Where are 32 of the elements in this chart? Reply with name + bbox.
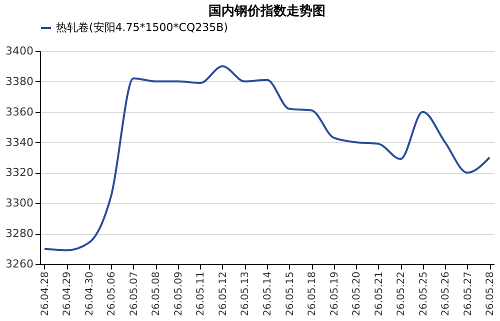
x-tick-label: 26.05.15: [284, 272, 296, 316]
x-tick-label: 26.05.19: [329, 272, 340, 316]
x-tick-label: 26.04.28: [40, 272, 51, 316]
y-tick-label: 3360: [6, 105, 34, 118]
y-tick-label: 3380: [6, 74, 34, 88]
x-tick-label: 26.05.18: [307, 272, 318, 316]
x-tick-label: 26.05.08: [151, 272, 162, 316]
x-tick-label: 26.04.30: [84, 272, 96, 316]
x-tick-label: 26.05.26: [440, 272, 452, 316]
x-tick-label: 26.05.20: [352, 272, 363, 316]
x-tick-label: 26.05.14: [262, 272, 274, 316]
x-tick-label: 26.05.09: [173, 272, 184, 316]
x-tick-label: 26.05.07: [128, 272, 140, 316]
y-tick-label: 3300: [6, 196, 34, 210]
x-tick-label: 26.05.28: [485, 272, 496, 316]
x-tick-label: 26.05.13: [240, 272, 252, 316]
legend-label: 热轧卷(安阳4.75*1500*CQ235B): [56, 21, 228, 34]
chart-title: 国内钢价指数走势图: [208, 3, 326, 19]
x-tick-label: 26.05.22: [396, 272, 408, 316]
line-series: [43, 65, 491, 252]
y-tick-label: 3340: [6, 136, 34, 149]
x-tick-label: 26.04.29: [62, 272, 74, 316]
x-tick-label: 26.05.11: [196, 272, 207, 316]
y-tick-label: 3280: [6, 227, 34, 240]
y-tick-label: 3400: [6, 44, 34, 58]
x-tick-label: 26.05.06: [106, 272, 118, 316]
x-tick-label: 26.05.25: [418, 272, 430, 316]
x-tick-label: 26.05.27: [462, 272, 474, 316]
x-tick-label: 26.05.21: [374, 272, 385, 316]
y-tick-label: 3320: [6, 166, 34, 180]
x-tick-label: 26.05.12: [218, 272, 229, 316]
y-tick-label: 3260: [6, 258, 34, 270]
